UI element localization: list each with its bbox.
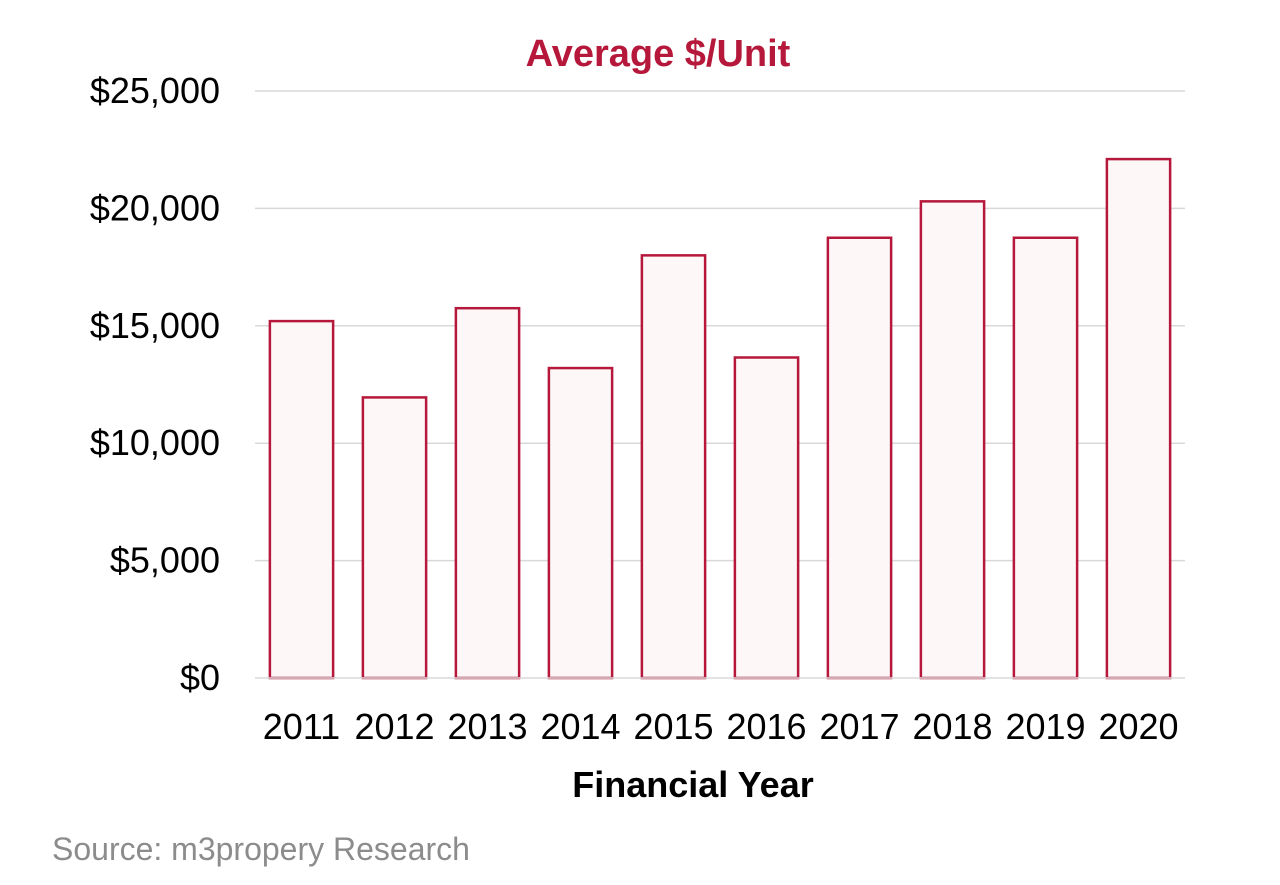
bar-2017 (826, 236, 893, 680)
x-tick-label: 2013 (447, 706, 527, 747)
x-tick-label: 2011 (263, 706, 340, 747)
x-tick-label: 2018 (912, 706, 992, 747)
bar-2015 (640, 254, 707, 680)
bar-2018 (919, 200, 986, 680)
x-tick-label: 2020 (1098, 706, 1178, 747)
y-tick-label: $20,000 (90, 187, 220, 228)
y-tick-label: $15,000 (90, 305, 220, 346)
y-tick-label: $0 (180, 657, 220, 698)
bar-2011 (268, 319, 335, 680)
x-tick-label: 2014 (540, 706, 620, 747)
y-axis-tick-labels: $0 $5,000 $10,000 $15,000 $20,000 $25,000 (90, 70, 220, 698)
bars (268, 157, 1172, 680)
x-axis-title: Financial Year (572, 764, 813, 805)
bar-2016 (733, 356, 800, 680)
x-tick-label: 2019 (1005, 706, 1085, 747)
bar-2014 (547, 366, 614, 680)
bar-2019 (1012, 236, 1079, 680)
source-note: Source: m3propery Research (52, 831, 470, 867)
x-tick-label: 2012 (354, 706, 434, 747)
bar-2012 (361, 396, 428, 680)
x-tick-label: 2016 (726, 706, 806, 747)
x-tick-label: 2015 (633, 706, 713, 747)
chart-title: Average $/Unit (526, 33, 791, 75)
x-axis-tick-labels: 2011 2012 2013 2014 2015 2016 2017 2018 2019 2020 (263, 706, 1179, 747)
y-tick-label: $25,000 (90, 70, 220, 111)
bar-2013 (454, 306, 521, 680)
y-tick-label: $10,000 (90, 422, 220, 463)
bar-2020 (1105, 157, 1172, 680)
x-tick-label: 2017 (819, 706, 899, 747)
y-tick-label: $5,000 (110, 540, 220, 581)
